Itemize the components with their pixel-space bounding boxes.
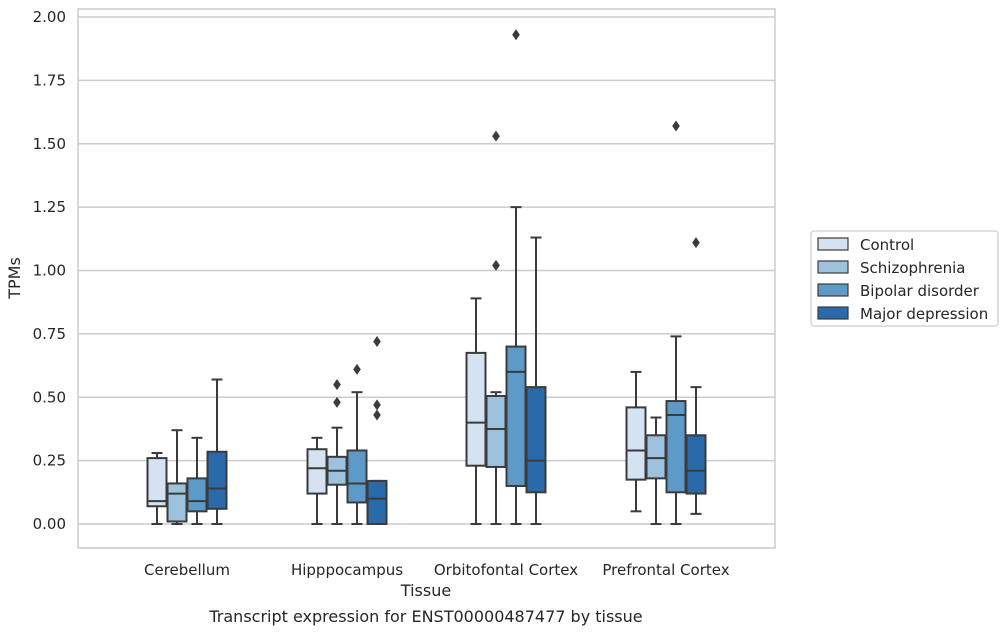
box-schizophrenia-0 bbox=[168, 430, 187, 524]
box-schizophrenia-2 bbox=[487, 131, 506, 524]
iqr-box bbox=[208, 452, 227, 509]
x-tick-label: Prefrontal Cortex bbox=[602, 561, 729, 579]
legend-swatch bbox=[818, 284, 848, 296]
box-control-2 bbox=[467, 298, 486, 524]
y-tick-label: 0.50 bbox=[33, 388, 66, 406]
outlier-point bbox=[692, 237, 700, 248]
y-tick-labels: 0.00 0.25 0.50 0.75 1.00 1.25 1.50 1.75 2.00 bbox=[33, 8, 66, 533]
box-major-depression-1 bbox=[368, 336, 387, 524]
outlier-point bbox=[373, 336, 381, 347]
box-schizophrenia-3 bbox=[647, 418, 666, 524]
y-tick-label: 0.25 bbox=[33, 452, 66, 470]
legend-label: Control bbox=[860, 236, 914, 254]
box-major-depression-2 bbox=[527, 238, 546, 524]
x-tick-labels: Cerebellum Hipppocampus Orbitofontal Corte… bbox=[144, 561, 730, 579]
outlier-point bbox=[492, 131, 500, 142]
iqr-box bbox=[308, 449, 327, 493]
legend-label: Schizophrenia bbox=[860, 259, 965, 277]
outlier-point bbox=[333, 397, 341, 408]
box-control-1 bbox=[308, 438, 327, 524]
iqr-box bbox=[507, 347, 526, 486]
outlier-point bbox=[512, 29, 520, 40]
iqr-box bbox=[627, 407, 646, 479]
box-bipolar-disorder-1 bbox=[348, 364, 367, 524]
legend-label: Bipolar disorder bbox=[860, 282, 980, 300]
box-plot-chart: 0.00 0.25 0.50 0.75 1.00 1.25 1.50 1.75 2.00 Cer… bbox=[0, 0, 1007, 634]
outlier-point bbox=[353, 364, 361, 375]
outlier-point bbox=[333, 379, 341, 390]
iqr-box bbox=[148, 458, 167, 506]
y-tick-label: 2.00 bbox=[33, 8, 66, 26]
box-control-3 bbox=[627, 372, 646, 511]
chart-title: Transcript expression for ENST0000048747… bbox=[208, 607, 642, 626]
iqr-box bbox=[527, 387, 546, 492]
x-tick-label: Orbitofontal Cortex bbox=[434, 561, 578, 579]
legend-swatch bbox=[818, 238, 848, 250]
box-major-depression-0 bbox=[208, 380, 227, 524]
iqr-box bbox=[368, 481, 387, 524]
box-schizophrenia-1 bbox=[328, 379, 347, 524]
outlier-point bbox=[672, 121, 680, 132]
iqr-box bbox=[168, 483, 187, 521]
box-major-depression-3 bbox=[687, 237, 706, 514]
y-tick-label: 0.00 bbox=[33, 515, 66, 533]
box-series bbox=[148, 29, 706, 524]
iqr-box bbox=[348, 450, 367, 502]
legend-swatch bbox=[818, 307, 848, 319]
box-control-0 bbox=[148, 453, 167, 524]
y-axis-title: TPMs bbox=[5, 257, 24, 300]
outlier-point bbox=[373, 409, 381, 420]
outlier-point bbox=[373, 399, 381, 410]
box-bipolar-disorder-0 bbox=[188, 438, 207, 524]
y-tick-label: 1.75 bbox=[33, 71, 66, 89]
x-tick-label: Cerebellum bbox=[144, 561, 230, 579]
x-axis-title: Tissue bbox=[400, 581, 451, 600]
iqr-box bbox=[467, 353, 486, 466]
x-tick-label: Hipppocampus bbox=[291, 561, 403, 579]
legend-swatch bbox=[818, 261, 848, 273]
box-bipolar-disorder-2 bbox=[507, 29, 526, 524]
y-tick-label: 1.50 bbox=[33, 135, 66, 153]
y-tick-label: 1.25 bbox=[33, 198, 66, 216]
iqr-box bbox=[188, 478, 207, 511]
legend-label: Major depression bbox=[860, 305, 988, 323]
iqr-box bbox=[647, 435, 666, 478]
y-tick-label: 0.75 bbox=[33, 325, 66, 343]
box-bipolar-disorder-3 bbox=[667, 121, 686, 524]
iqr-box bbox=[487, 396, 506, 467]
iqr-box bbox=[687, 435, 706, 493]
legend: Control Schizophrenia Bipolar disorder Majo… bbox=[811, 231, 998, 326]
y-tick-label: 1.00 bbox=[33, 262, 66, 280]
outlier-point bbox=[492, 260, 500, 271]
